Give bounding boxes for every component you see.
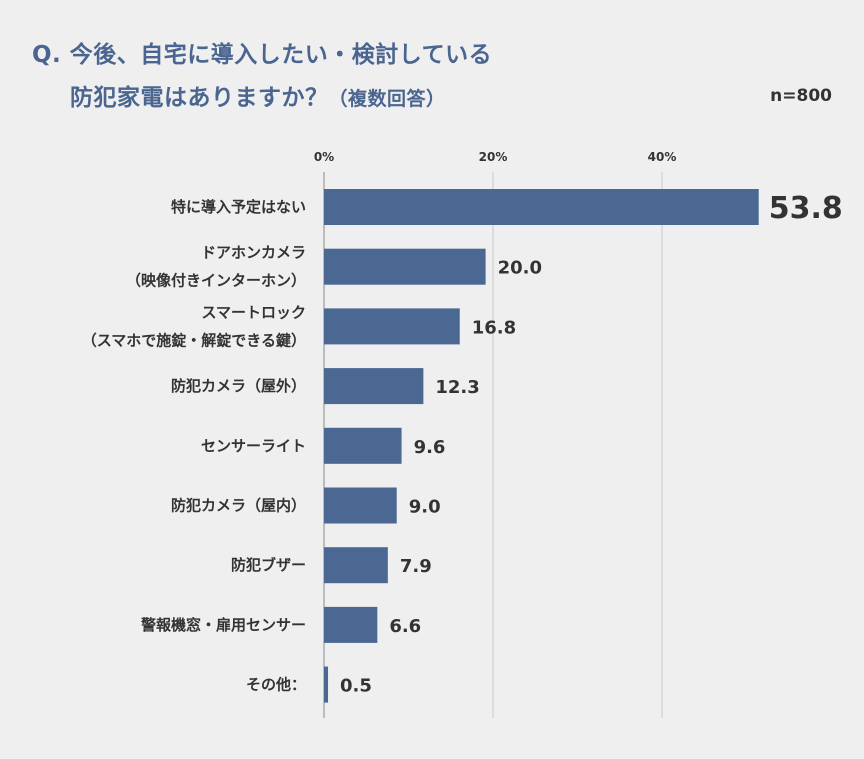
value-label: 9.6	[414, 437, 446, 458]
sample-size: n=800	[770, 86, 832, 106]
category-label: 警報機窓・扉用センサー	[140, 616, 306, 634]
category-label: センサーライト	[201, 437, 306, 455]
category-label: 防犯ブザー	[231, 556, 306, 574]
value-label: 6.6	[389, 616, 421, 637]
bar	[324, 606, 378, 643]
chart-title: Q. 今後、自宅に導入したい・検討している 防犯家電はありますか？（複数回答）	[32, 34, 492, 121]
bar	[324, 487, 397, 524]
bar	[324, 248, 486, 285]
value-label: 12.3	[435, 377, 479, 398]
bar	[324, 427, 402, 464]
title-note: （複数回答）	[328, 88, 446, 110]
x-tick-label: 20%	[479, 150, 508, 164]
x-tick-label: 40%	[648, 150, 677, 164]
category-label: 防犯カメラ（屋外）	[171, 377, 306, 395]
value-label: 9.0	[409, 497, 441, 518]
bar	[324, 189, 759, 225]
category-label: （スマホで施錠・解錠できる鍵）	[82, 331, 306, 349]
category-label: ドアホンカメラ	[201, 244, 306, 262]
category-label: スマートロック	[201, 303, 306, 321]
bar	[324, 547, 388, 584]
category-label: その他：	[246, 676, 306, 694]
value-label: 20.0	[498, 258, 542, 279]
bar	[324, 368, 424, 405]
title-line-2: 防犯家電はありますか？（複数回答）	[32, 77, 492, 121]
bar	[324, 308, 460, 345]
category-label: （映像付きインターホン）	[126, 272, 306, 290]
category-label: 特に導入予定はない	[171, 198, 306, 216]
value-label: 7.9	[400, 556, 432, 577]
title-line-1: Q. 今後、自宅に導入したい・検討している	[32, 42, 493, 68]
x-tick-label: 0%	[314, 150, 334, 164]
category-label: 防犯カメラ（屋内）	[171, 497, 306, 515]
value-label: 53.8	[769, 191, 843, 226]
title-question: 防犯家電はありますか？	[70, 85, 329, 111]
bar	[324, 666, 329, 703]
value-label: 16.8	[472, 317, 516, 338]
value-label: 0.5	[340, 676, 372, 697]
